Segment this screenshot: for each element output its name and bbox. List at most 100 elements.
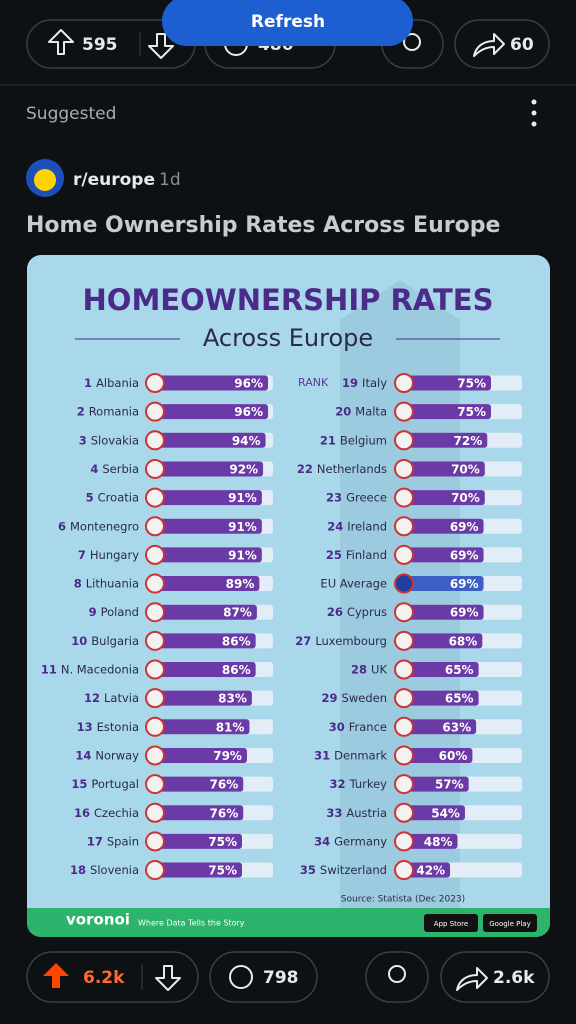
value-label: 96%: [234, 405, 263, 419]
flag: [394, 774, 414, 795]
app-store-label: App Store: [434, 920, 468, 928]
row-label: 19 Italy: [342, 376, 387, 390]
row-label: 34 Germany: [314, 834, 387, 848]
upvote-icon[interactable]: [43, 963, 69, 988]
country: Italy: [362, 376, 387, 390]
row-label: 29 Sweden: [322, 691, 387, 705]
country: Austria: [346, 805, 387, 819]
row-label: 11 N. Macedonia: [41, 662, 139, 676]
avatar-stars: [34, 169, 56, 191]
flag: [394, 802, 414, 823]
comment-icon: [229, 965, 253, 989]
rank: 12: [84, 691, 100, 705]
row-label: 4 Serbia: [90, 461, 139, 475]
country: Latvia: [104, 691, 139, 705]
downvote-icon[interactable]: [155, 965, 181, 991]
rank: 8: [74, 576, 82, 590]
bar: [398, 662, 479, 677]
row-label: 3 Slovakia: [79, 433, 139, 447]
refresh-button[interactable]: [162, 0, 413, 46]
share-icon: [456, 967, 488, 991]
country: Turkey: [349, 777, 388, 791]
rank: 33: [326, 805, 342, 819]
row-label: 25 Finland: [326, 547, 387, 561]
flag: [394, 516, 414, 537]
rank: 2: [77, 404, 85, 418]
row-label: 2 Romania: [77, 404, 139, 418]
flag: [145, 516, 165, 537]
share-pill[interactable]: [440, 951, 550, 1003]
value-label: 70%: [451, 462, 480, 476]
google-play-badge[interactable]: [483, 914, 537, 932]
bar: [149, 747, 247, 763]
share-icon: [473, 33, 505, 57]
country: Hungary: [90, 547, 139, 561]
country: Netherlands: [317, 461, 387, 475]
downvote-icon[interactable]: [148, 33, 174, 59]
value-label: 91%: [228, 491, 257, 505]
bar: [398, 604, 484, 620]
rank: 23: [326, 490, 342, 504]
bar: [149, 432, 266, 448]
app-store-badge[interactable]: [424, 914, 478, 932]
flag: [145, 688, 165, 709]
comment-pill[interactable]: [209, 951, 318, 1003]
value-label: 83%: [218, 692, 247, 706]
bar: [398, 747, 473, 763]
row-label: 35 Switzerland: [300, 863, 387, 877]
flag: [394, 745, 414, 766]
bar: [398, 547, 484, 563]
upvote-icon[interactable]: [48, 29, 74, 55]
row-label: 31 Denmark: [314, 748, 387, 762]
rank: 15: [71, 777, 87, 791]
rank: 35: [300, 863, 316, 877]
row-label: 23 Greece: [326, 490, 387, 504]
award-pill[interactable]: [365, 951, 429, 1003]
row-label: 18 Slovenia: [70, 863, 139, 877]
flag: [145, 487, 165, 508]
country: Malta: [355, 404, 387, 418]
subreddit[interactable]: r/europe: [73, 170, 155, 190]
info-subtitle: Across Europe: [203, 324, 373, 352]
share-pill[interactable]: [454, 19, 550, 69]
row-label: 28 UK: [351, 662, 387, 676]
flag: [394, 688, 414, 709]
rank: 17: [87, 834, 103, 848]
comment-count: 798: [263, 968, 299, 988]
value-label: 76%: [210, 778, 239, 792]
bar: [398, 633, 483, 649]
post-title[interactable]: Home Ownership Rates Across Europe: [26, 213, 500, 238]
bar: [149, 633, 256, 649]
value-label: 65%: [445, 663, 474, 677]
row-label: 21 Belgium: [320, 433, 387, 447]
country: Greece: [346, 490, 387, 504]
bar: [398, 490, 485, 506]
flag: [394, 630, 414, 651]
row-label: 17 Spain: [87, 834, 139, 848]
country: Lithuania: [86, 576, 139, 590]
row-label: 6 Montenegro: [58, 519, 139, 533]
bar: [398, 461, 485, 477]
rank: 25: [326, 547, 342, 561]
flag: [394, 430, 414, 451]
country: Spain: [107, 834, 139, 848]
bar: [149, 461, 264, 477]
bar: [149, 662, 256, 677]
value-label: 92%: [229, 462, 258, 476]
more-menu[interactable]: [531, 99, 537, 127]
upvote-count: 595: [82, 35, 118, 55]
value-label: 48%: [424, 835, 453, 849]
rank: 24: [327, 519, 343, 533]
flag: [145, 630, 165, 651]
bar: [398, 375, 491, 391]
rank: 6: [58, 519, 66, 533]
rank: 20: [335, 404, 351, 418]
value-label: 87%: [223, 606, 252, 620]
source: Source: Statista (Dec 2023): [341, 895, 465, 905]
value-label: 65%: [445, 692, 474, 706]
refresh-label: Refresh: [251, 12, 325, 32]
country: Slovenia: [90, 863, 139, 877]
bar: [398, 719, 477, 735]
bar: [149, 490, 262, 506]
flag: [145, 602, 165, 623]
